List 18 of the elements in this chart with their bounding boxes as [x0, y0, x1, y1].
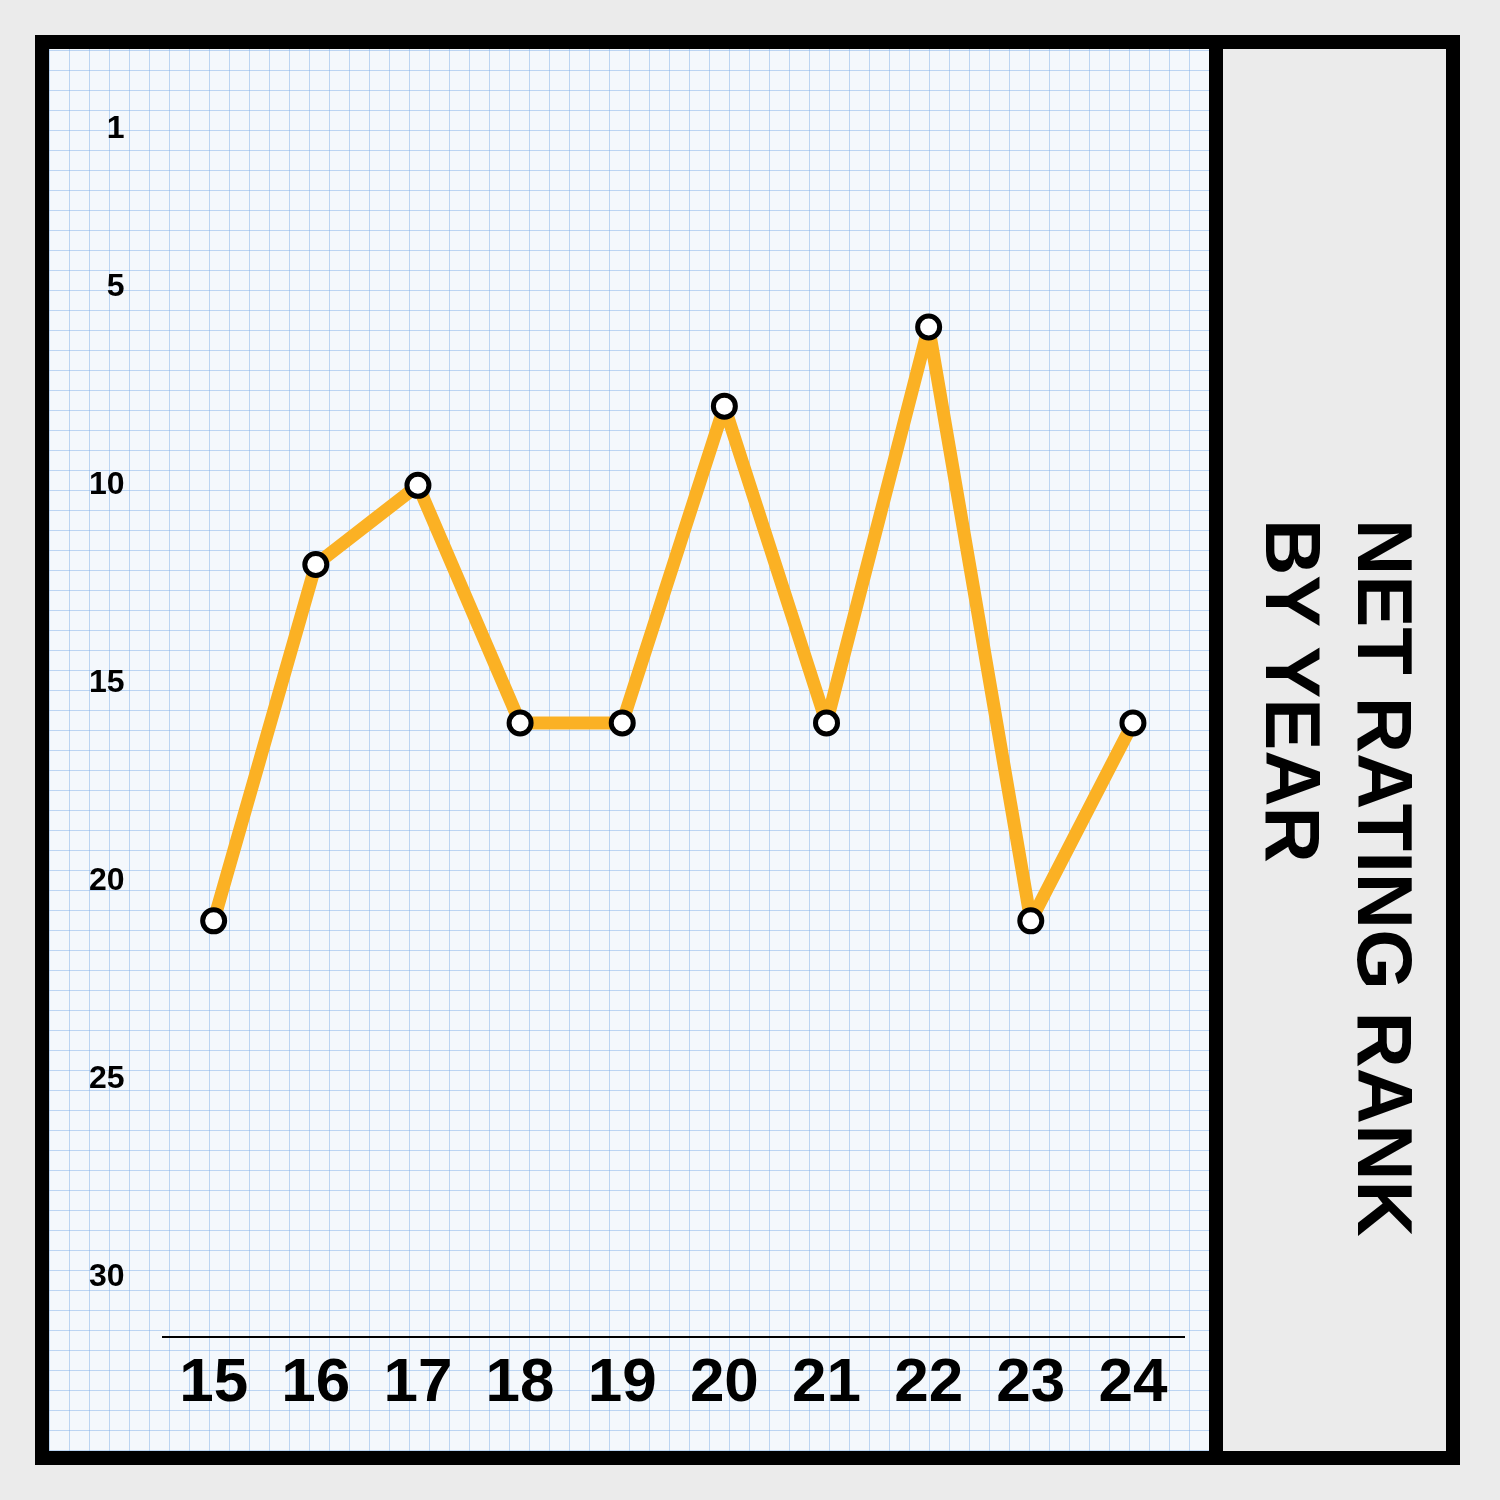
x-tick-label: 15	[179, 1344, 249, 1414]
x-tick-label: 20	[689, 1344, 759, 1414]
x-tick-label: 17	[383, 1344, 453, 1414]
text: NET RATING RANK BY YEAR	[1248, 519, 1430, 1239]
y-tick-label: 25	[89, 1059, 125, 1096]
x-tick-label: 18	[485, 1344, 555, 1414]
y-tick-label: 30	[89, 1257, 125, 1294]
x-tick-label: 23	[996, 1344, 1066, 1414]
x-tick-label: 21	[792, 1344, 861, 1414]
y-tick-label: 1	[106, 108, 125, 145]
x-tick-label: 19	[587, 1344, 657, 1414]
x-tick-label: 16	[281, 1344, 351, 1414]
y-tick-label: 10	[89, 465, 125, 502]
x-tick-label: 24	[1098, 1344, 1168, 1414]
y-tick-label: 5	[106, 267, 125, 304]
x-tick-label: 22	[894, 1344, 964, 1414]
y-tick-label: 15	[89, 663, 125, 700]
y-tick-label: 20	[89, 861, 125, 898]
